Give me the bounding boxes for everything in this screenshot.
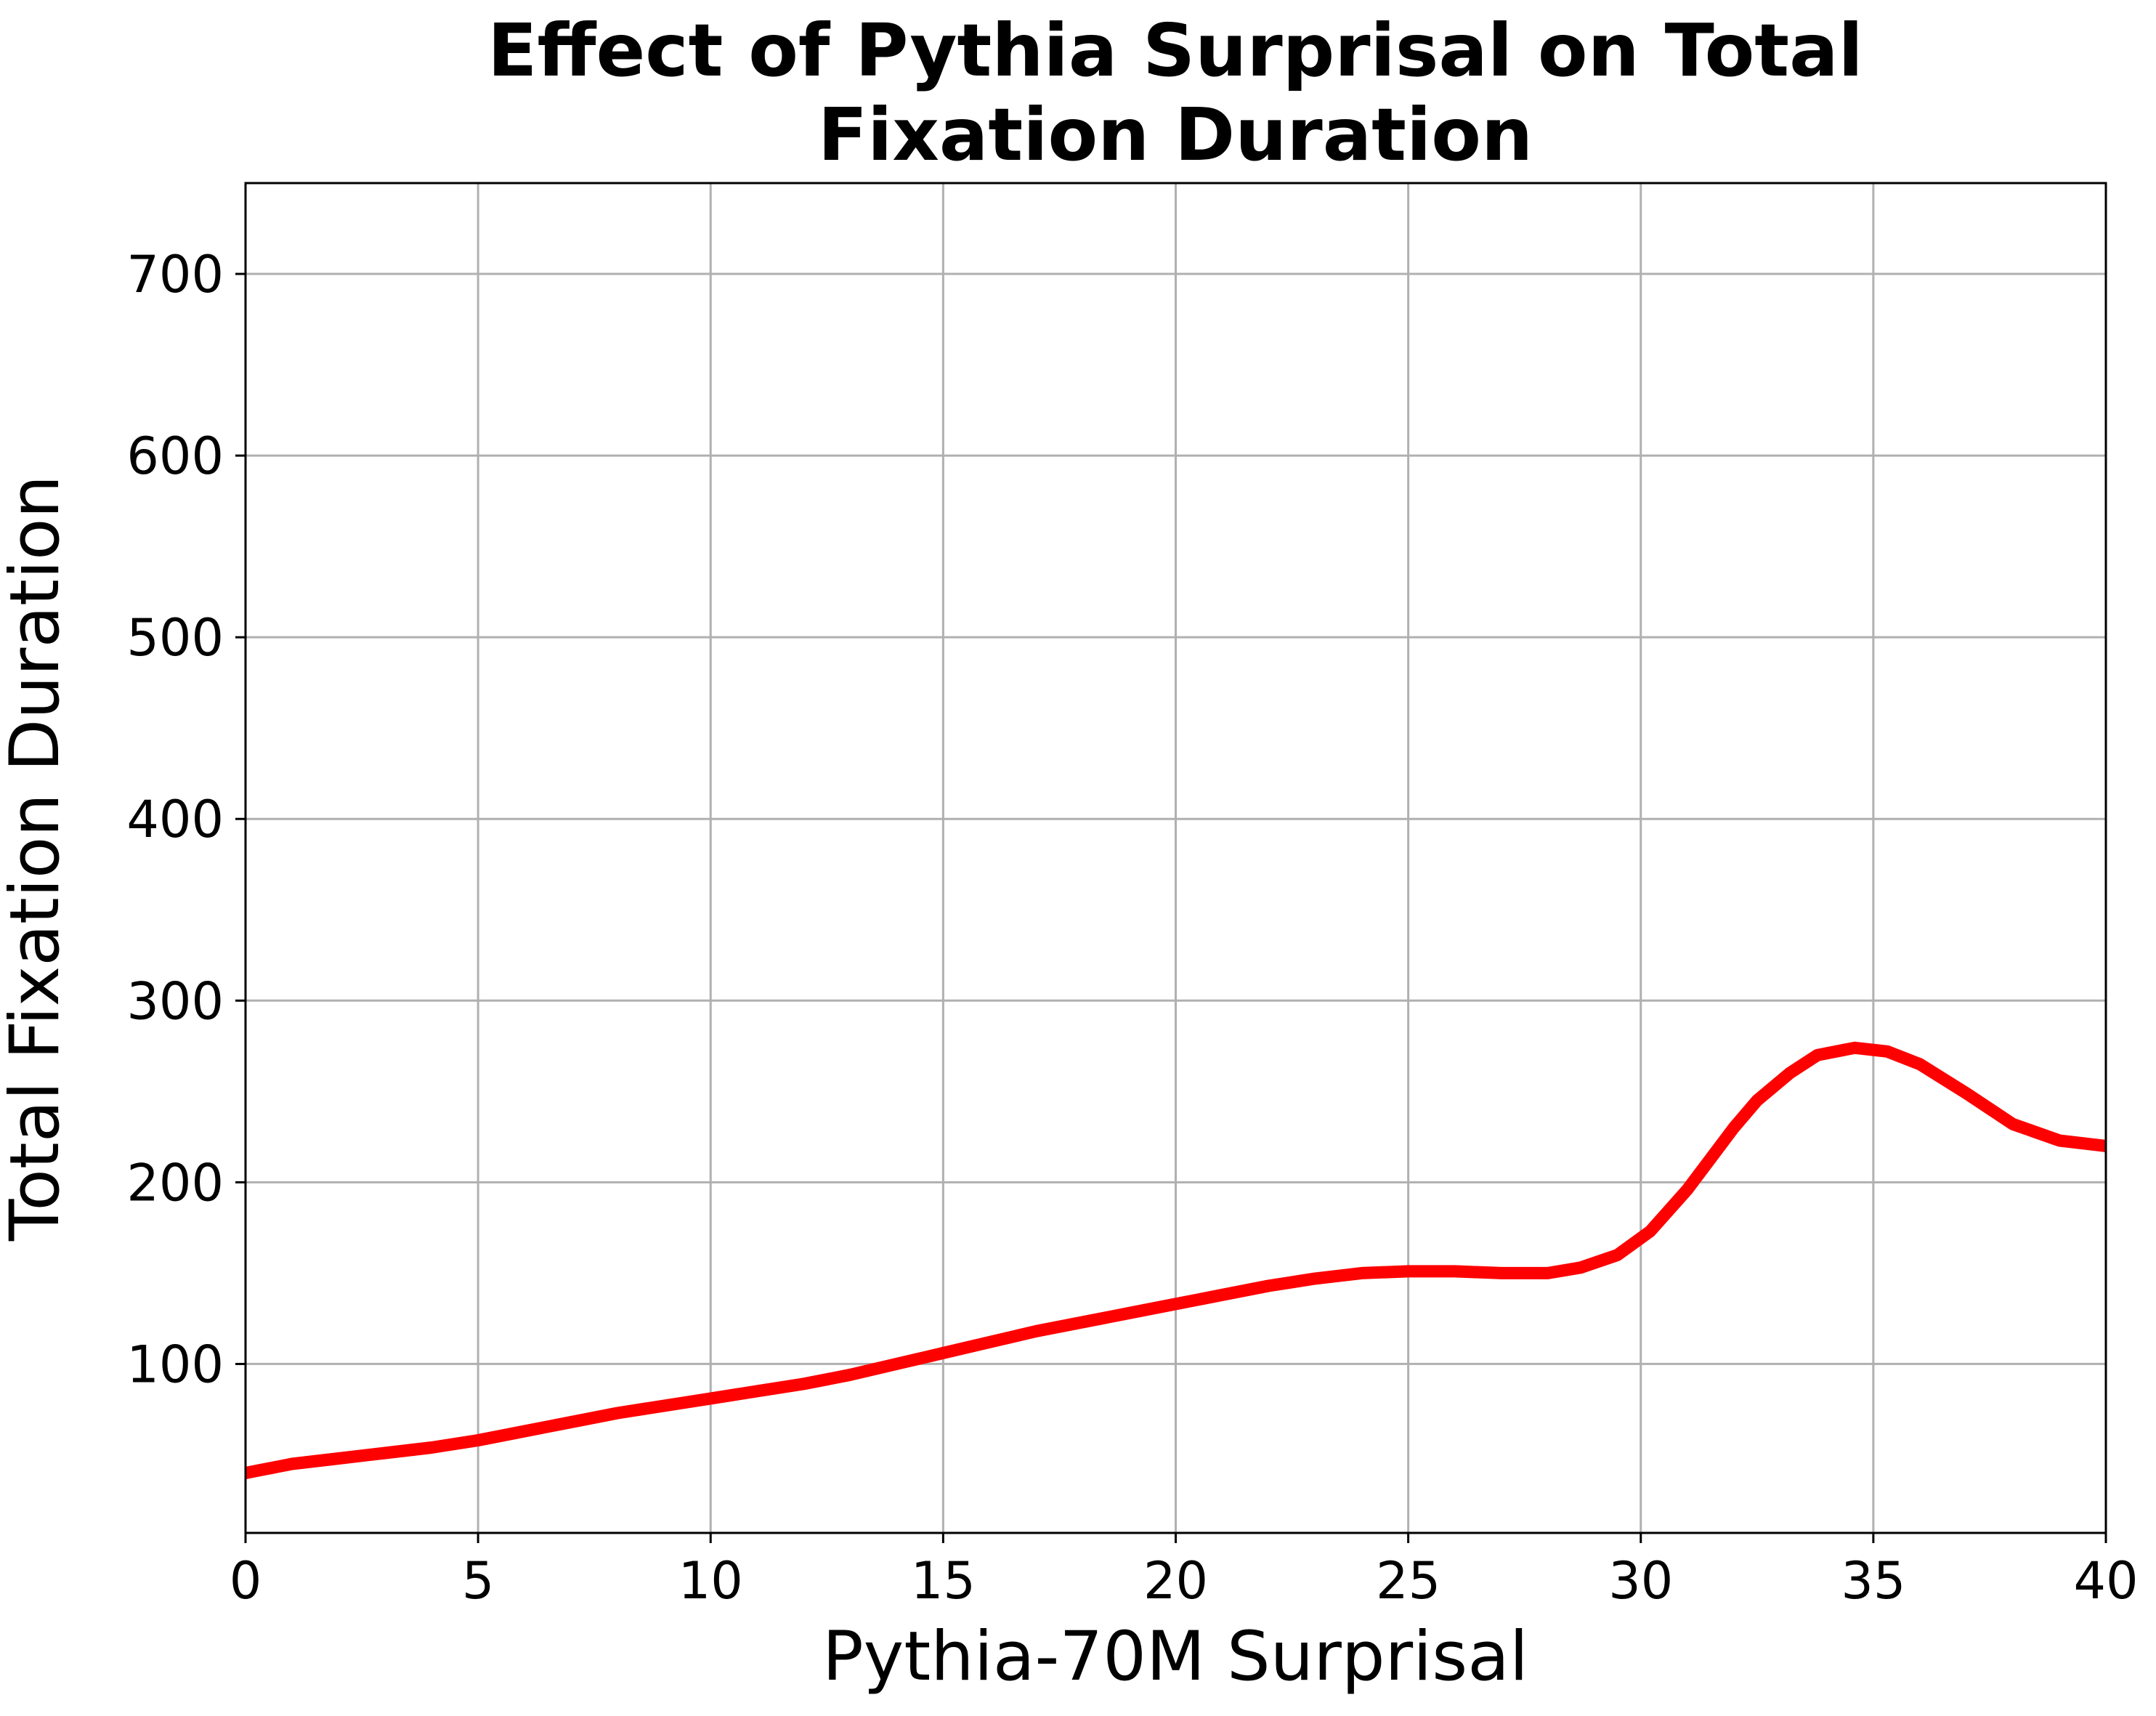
x-tick-label: 25 (1376, 1551, 1440, 1611)
y-tick-label: 600 (126, 426, 224, 486)
x-tick-label: 10 (678, 1551, 743, 1611)
y-tick-label: 500 (126, 608, 224, 668)
x-tick-label: 15 (911, 1551, 976, 1611)
x-tick-label: 35 (1841, 1551, 1905, 1611)
series-lines (244, 1041, 2107, 1479)
x-tick-label: 0 (230, 1551, 262, 1611)
chart-title-line-2: Fixation Duration (818, 92, 1533, 177)
x-tick-label: 20 (1143, 1551, 1208, 1611)
y-tick-label: 200 (126, 1153, 224, 1213)
y-tick-label: 400 (126, 790, 224, 849)
y-tick-label: 300 (126, 971, 224, 1031)
x-tick-label: 5 (462, 1551, 495, 1611)
x-tick-label: 30 (1608, 1551, 1673, 1611)
y-axis-label: Total Fixation Duration (0, 475, 75, 1242)
chart-title-line-1: Effect of Pythia Surprisal on Total (487, 8, 1863, 93)
y-tick-label: 700 (126, 245, 224, 304)
axis-ticks: 0 5 10 15 20 25 30 35 40 100 200 300 400 500 600 700 (126, 245, 2138, 1611)
y-tick-label: 100 (126, 1335, 224, 1394)
x-axis-label: Pythia-70M Surprisal (822, 1617, 1528, 1696)
series-line (244, 1041, 2107, 1479)
x-tick-label: 40 (2073, 1551, 2138, 1611)
